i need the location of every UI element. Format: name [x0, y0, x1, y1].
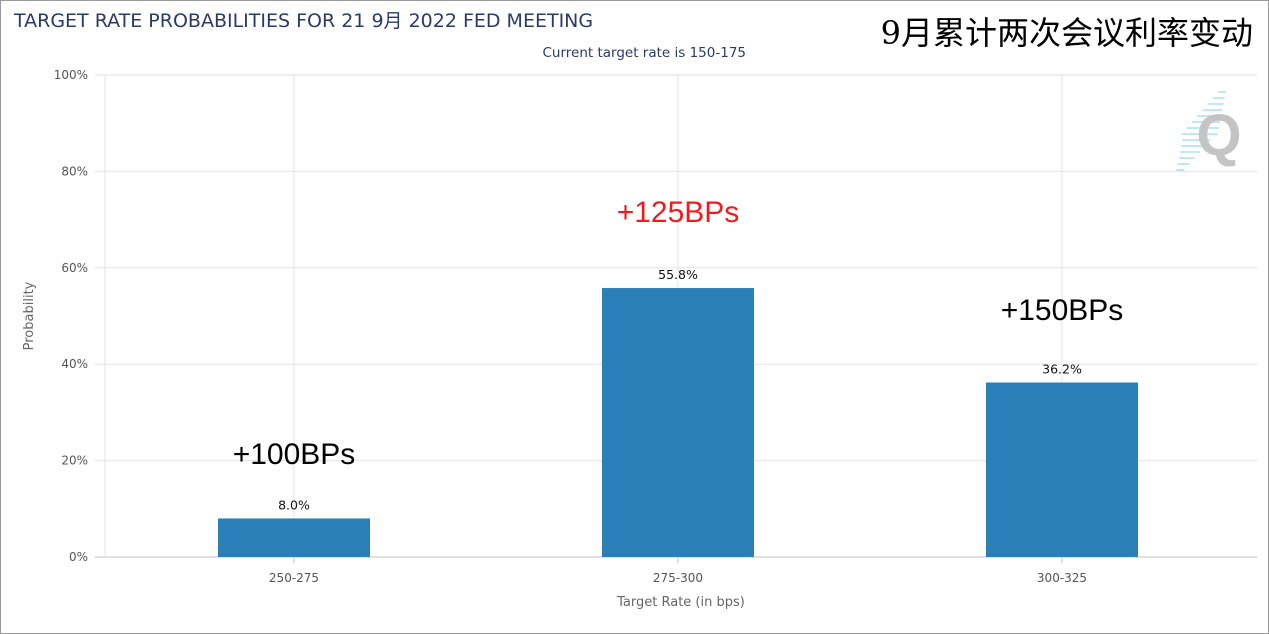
data-label: 36.2%	[1042, 362, 1082, 377]
y-tick-label: 0%	[69, 550, 88, 564]
overlay-title: 9月累计两次会议利率变动	[881, 14, 1253, 52]
watermark-logo: Q	[1176, 91, 1242, 171]
chart-title: TARGET RATE PROBABILITIES FOR 21 9月 2022…	[13, 10, 593, 32]
annotation-label: +125BPs	[617, 196, 740, 229]
data-label: 55.8%	[658, 267, 698, 282]
x-axis-title: Target Rate (in bps)	[616, 595, 745, 610]
bar-300-325	[986, 382, 1138, 557]
bar-250-275	[218, 518, 370, 557]
x-tick-label: 250-275	[269, 571, 319, 585]
y-axis-title: Probability	[22, 281, 37, 350]
svg-text:Q: Q	[1196, 103, 1241, 168]
y-tick-label: 20%	[61, 454, 88, 468]
annotation-label: +150BPs	[1001, 294, 1124, 327]
y-tick-label: 60%	[61, 261, 88, 275]
y-tick-label: 100%	[54, 68, 88, 82]
y-tick-label: 80%	[61, 164, 88, 178]
chart-subtitle: Current target rate is 150-175	[542, 45, 746, 61]
annotation-label: +100BPs	[233, 438, 356, 471]
x-tick-label: 300-325	[1037, 571, 1087, 585]
data-label: 8.0%	[278, 497, 310, 512]
y-tick-label: 40%	[61, 357, 88, 371]
bar-275-300	[602, 288, 754, 557]
x-tick-label: 275-300	[653, 571, 703, 585]
